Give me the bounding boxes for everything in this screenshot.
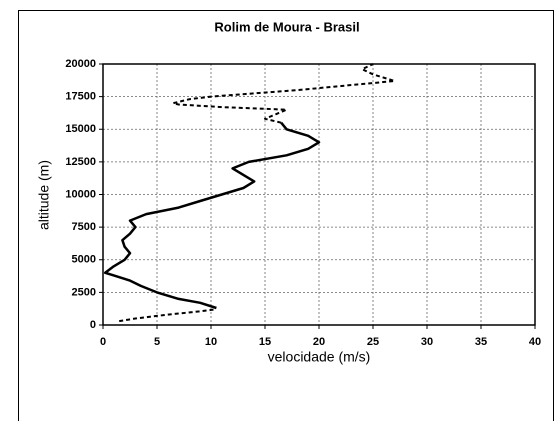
y-tick-label: 7500	[72, 221, 96, 233]
x-tick-label: 5	[154, 336, 160, 348]
y-axis-label: altitude (m)	[36, 160, 52, 230]
profile-line	[172, 63, 396, 124]
chart-frame	[18, 10, 554, 421]
x-tick-label: 40	[529, 336, 541, 348]
x-tick-label: 30	[421, 336, 433, 348]
x-tick-label: 10	[205, 336, 217, 348]
profile-line	[119, 308, 217, 323]
y-tick-label: 5000	[72, 254, 96, 266]
y-tick-label: 15000	[65, 123, 96, 135]
x-tick-label: 20	[313, 336, 325, 348]
profile-line	[103, 121, 321, 310]
plot-border	[102, 63, 536, 326]
y-tick-label: 20000	[65, 58, 96, 70]
y-tick-label: 12500	[65, 156, 96, 168]
y-tick-label: 0	[90, 319, 96, 331]
x-tick-label: 0	[100, 336, 106, 348]
y-tick-label: 2500	[72, 286, 96, 298]
x-axis-label: velocidade (m/s)	[268, 349, 371, 365]
y-tick-label: 10000	[65, 188, 96, 200]
x-tick-label: 15	[259, 336, 271, 348]
chart-title: Rolim de Moura - Brasil	[214, 19, 359, 34]
y-tick-label: 17500	[65, 91, 96, 103]
x-tick-label: 35	[475, 336, 487, 348]
x-tick-label: 25	[367, 336, 379, 348]
